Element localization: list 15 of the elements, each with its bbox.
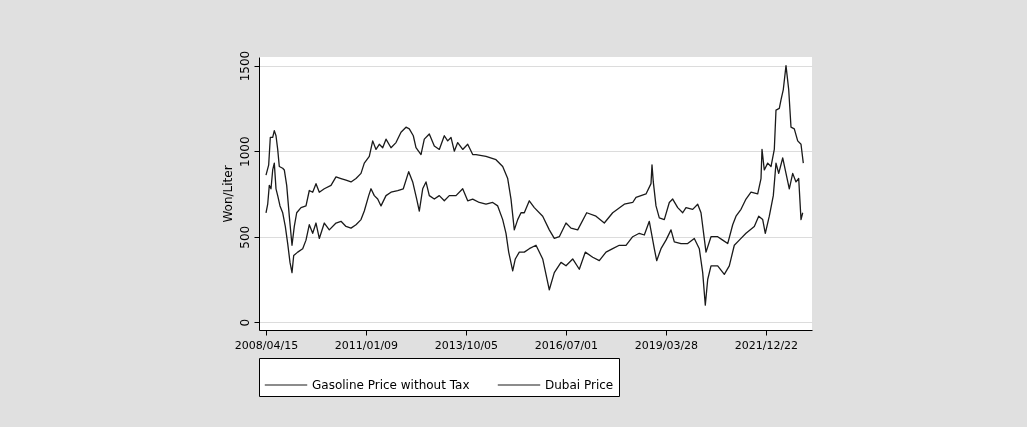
line-series [265,157,804,306]
legend-label: Dubai Price [545,378,614,392]
x-tick-label: 2008/04/15 [234,338,299,352]
x-tick-label: 2021/12/22 [734,338,799,352]
x-tick-label: 2016/07/01 [534,338,599,352]
x-tick-label: 2013/10/05 [434,338,499,352]
y-tick-label: 1000 [237,136,252,167]
x-tick-label: 2019/03/28 [634,338,699,352]
y-tick-label: 500 [237,225,252,249]
legend-label: Gasoline Price without Tax [312,378,470,392]
y-axis-title: Won/Liter [220,165,235,223]
x-tick-label: 2011/01/09 [334,338,399,352]
y-tick-label: 1500 [237,50,252,82]
y-tick-label: 0 [237,318,252,327]
line-series [265,64,804,253]
